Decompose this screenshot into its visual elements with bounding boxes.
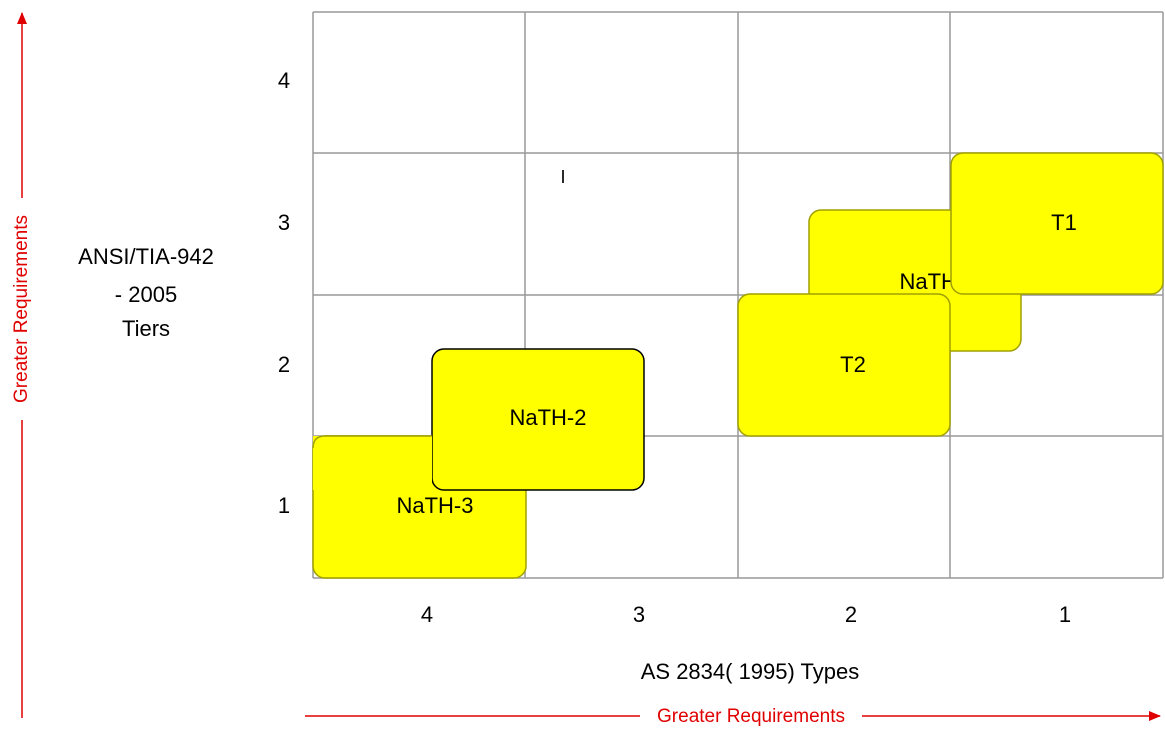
box <box>950 152 1164 295</box>
row-label: 4 <box>278 68 290 93</box>
col-label: 4 <box>421 602 433 627</box>
box-label: T2 <box>840 352 866 377</box>
row-label: 2 <box>278 352 290 377</box>
grid <box>312 11 1164 579</box>
x-arrow-label: Greater Requirements <box>657 706 845 727</box>
y-title: - 2005 <box>115 282 177 307</box>
box-label: T1 <box>1051 210 1077 235</box>
x-title: AS 2834( 1995) Types <box>641 659 860 684</box>
stray-mark: I <box>560 167 565 187</box>
y-title: ANSI/TIA-942 <box>78 244 214 269</box>
box-edge <box>312 435 432 449</box>
box-overlap <box>313 436 432 490</box>
col-label: 1 <box>1059 602 1071 627</box>
box <box>737 293 951 437</box>
box <box>431 348 645 491</box>
col-label: 3 <box>633 602 645 627</box>
box-label: NaTH-2 <box>509 405 586 430</box>
y-title: Tiers <box>122 316 170 341</box>
box-label: NaTH-3 <box>396 493 473 518</box>
y-arrow-gap <box>10 198 34 420</box>
col-label: 2 <box>845 602 857 627</box>
row-label: 3 <box>278 210 290 235</box>
y-arrow-label: Greater Requirements <box>11 215 32 403</box>
row-label: 1 <box>278 493 290 518</box>
x-arrow-gap <box>640 704 862 728</box>
